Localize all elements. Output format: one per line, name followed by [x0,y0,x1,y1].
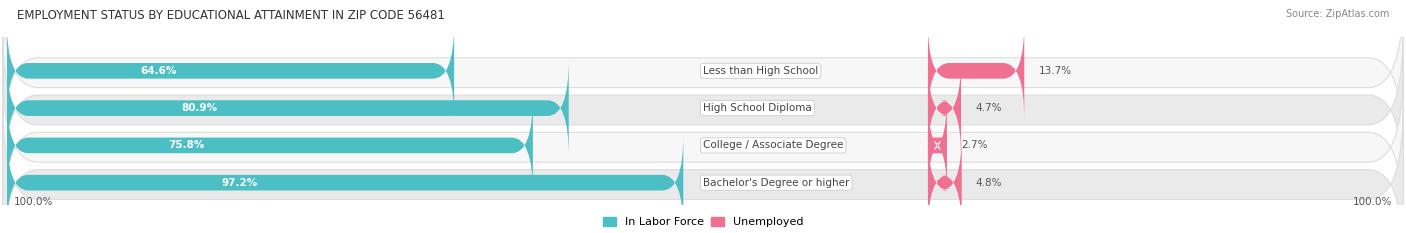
Text: High School Diploma: High School Diploma [703,103,811,113]
FancyBboxPatch shape [7,60,569,156]
FancyBboxPatch shape [3,0,1403,151]
Text: 2.7%: 2.7% [962,140,987,150]
Text: 100.0%: 100.0% [14,197,53,207]
Text: EMPLOYMENT STATUS BY EDUCATIONAL ATTAINMENT IN ZIP CODE 56481: EMPLOYMENT STATUS BY EDUCATIONAL ATTAINM… [17,9,444,22]
Text: 80.9%: 80.9% [181,103,217,113]
Text: Bachelor's Degree or higher: Bachelor's Degree or higher [703,178,849,188]
FancyBboxPatch shape [928,23,1024,119]
Text: College / Associate Degree: College / Associate Degree [703,140,844,150]
Text: 64.6%: 64.6% [141,66,177,76]
FancyBboxPatch shape [927,97,949,193]
Text: 97.2%: 97.2% [221,178,257,188]
Text: 4.7%: 4.7% [976,103,1001,113]
FancyBboxPatch shape [3,69,1403,226]
FancyBboxPatch shape [928,60,962,156]
Text: 4.8%: 4.8% [976,178,1002,188]
Text: Less than High School: Less than High School [703,66,818,76]
Text: 13.7%: 13.7% [1038,66,1071,76]
FancyBboxPatch shape [3,32,1403,188]
Legend: In Labor Force, Unemployed: In Labor Force, Unemployed [603,217,803,227]
FancyBboxPatch shape [7,135,683,231]
Text: 75.8%: 75.8% [169,140,205,150]
FancyBboxPatch shape [7,97,533,193]
FancyBboxPatch shape [928,135,962,231]
Text: 100.0%: 100.0% [1353,197,1392,207]
Text: Source: ZipAtlas.com: Source: ZipAtlas.com [1285,9,1389,19]
FancyBboxPatch shape [3,106,1403,233]
FancyBboxPatch shape [7,23,454,119]
